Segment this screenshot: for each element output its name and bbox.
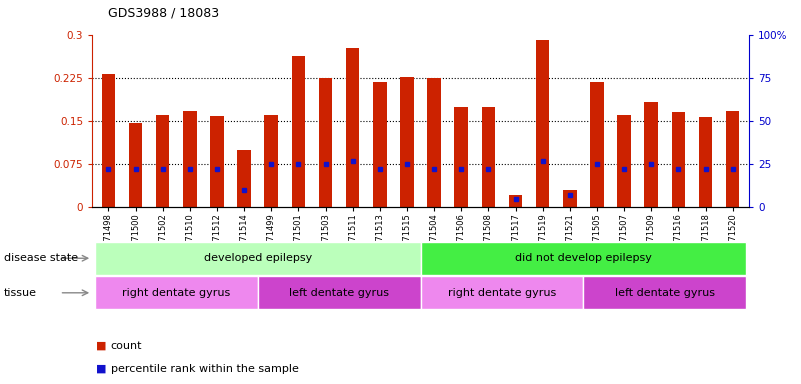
Bar [400,77,414,207]
Bar [726,111,739,207]
Bar [481,107,495,207]
Bar [264,115,278,207]
Bar [183,111,196,207]
Bar [421,242,747,275]
Text: percentile rank within the sample: percentile rank within the sample [111,364,299,374]
Bar [210,116,223,207]
Text: right dentate gyrus: right dentate gyrus [448,288,556,298]
Bar [583,276,747,309]
Bar [346,48,360,207]
Bar [590,82,604,207]
Bar [618,115,631,207]
Bar [319,78,332,207]
Bar [102,74,115,207]
Bar [671,113,685,207]
Bar [421,276,583,309]
Bar [427,78,441,207]
Text: left dentate gyrus: left dentate gyrus [615,288,714,298]
Bar [536,40,549,207]
Text: left dentate gyrus: left dentate gyrus [289,288,389,298]
Text: tissue: tissue [4,288,37,298]
Bar [156,115,170,207]
Bar [129,123,143,207]
Text: ■: ■ [96,341,107,351]
Text: right dentate gyrus: right dentate gyrus [122,288,231,298]
Text: did not develop epilepsy: did not develop epilepsy [515,253,652,263]
Bar [95,276,258,309]
Text: ■: ■ [96,364,107,374]
Bar [237,150,251,207]
Bar [563,190,577,207]
Bar [698,117,712,207]
Bar [509,195,522,207]
Bar [95,242,421,275]
Text: GDS3988 / 18083: GDS3988 / 18083 [108,6,219,19]
Text: disease state: disease state [4,253,78,263]
Bar [373,82,387,207]
Bar [454,107,468,207]
Bar [645,102,658,207]
Bar [292,56,305,207]
Text: count: count [111,341,142,351]
Text: developed epilepsy: developed epilepsy [203,253,312,263]
Bar [258,276,421,309]
